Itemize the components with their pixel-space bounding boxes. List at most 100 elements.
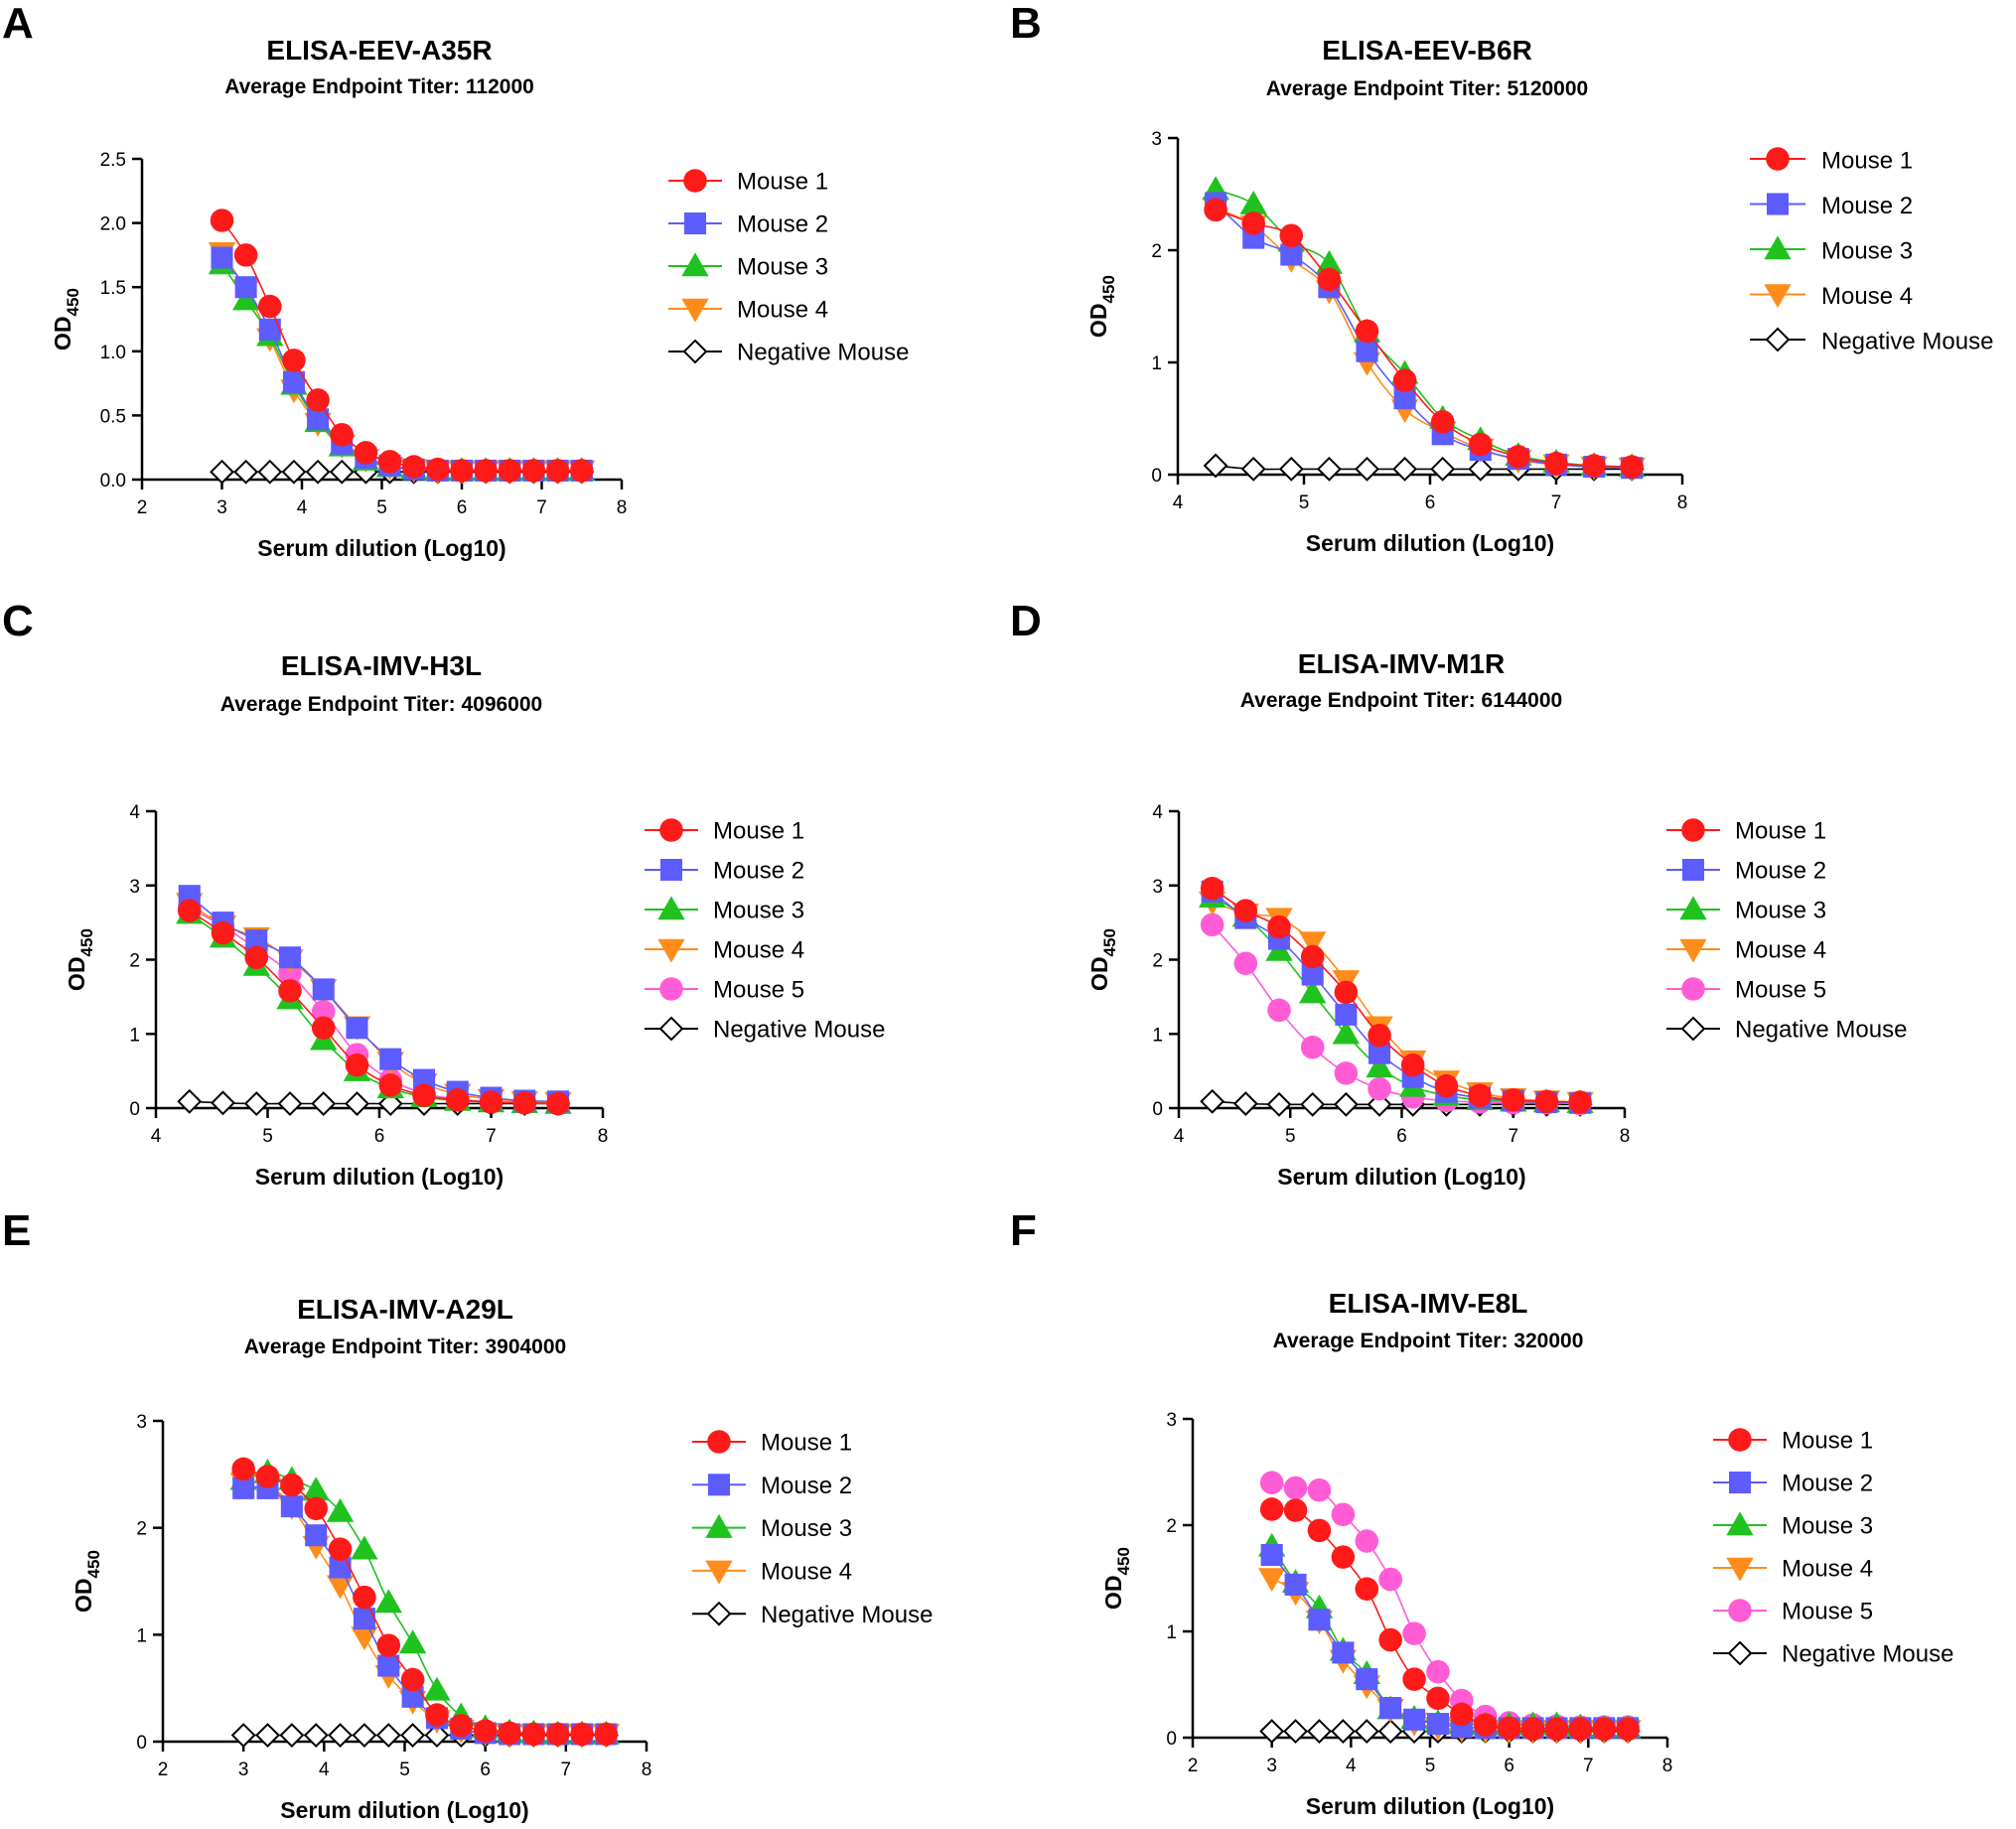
legend-item-mouse-5: Mouse 5 <box>1713 1599 1873 1625</box>
data-point <box>1501 1087 1525 1112</box>
legend-item-mouse-2: Mouse 2 <box>1666 857 1826 884</box>
data-point <box>211 1090 235 1116</box>
y-tick-label: 0 <box>136 1733 147 1754</box>
x-tick-label: 7 <box>536 497 547 518</box>
data-point <box>280 1473 304 1497</box>
series-mouse-1 <box>1204 198 1644 479</box>
legend-marker <box>683 169 707 193</box>
data-point <box>412 1083 436 1108</box>
data-point <box>328 1723 354 1748</box>
legend-marker <box>1764 235 1792 260</box>
legend-item-mouse-3: Mouse 3 <box>1713 1511 1873 1540</box>
data-point <box>1232 1091 1258 1116</box>
y-tick-label: 0 <box>1152 1099 1163 1120</box>
data-point <box>445 1087 470 1112</box>
data-point <box>474 459 498 483</box>
series-mouse-2 <box>211 246 593 482</box>
data-point <box>1620 455 1644 479</box>
legend-label: Mouse 2 <box>1782 1471 1873 1497</box>
y-axis-label: OD450 <box>50 288 82 351</box>
legend-label: Negative Mouse <box>713 1016 885 1043</box>
data-point <box>545 1722 570 1747</box>
y-tick-label: 3 <box>1151 129 1162 150</box>
data-point <box>1299 979 1327 1004</box>
legend-item-mouse-5: Mouse 5 <box>1666 976 1826 1003</box>
data-point <box>1392 368 1417 392</box>
data-point <box>282 370 305 393</box>
y-axis-label-subscript: 450 <box>77 928 96 956</box>
legend-item-mouse-3: Mouse 3 <box>692 1513 852 1542</box>
legend-marker <box>1681 858 1705 882</box>
legend-marker <box>1727 1640 1753 1666</box>
x-tick-label: 6 <box>457 497 468 518</box>
data-point <box>278 979 302 1003</box>
data-point <box>255 1465 280 1488</box>
legend-marker <box>1765 327 1791 352</box>
data-point <box>1332 1641 1355 1664</box>
y-axis-label: OD450 <box>71 1550 103 1613</box>
data-point <box>1355 1529 1379 1553</box>
data-point <box>377 450 402 474</box>
data-point <box>1450 1702 1474 1727</box>
legend-item-mouse-1: Mouse 1 <box>1750 147 1913 174</box>
chart-title: ELISA-EEV-A35R <box>266 35 492 66</box>
panel-letter: B <box>1010 0 1042 48</box>
data-point <box>328 1537 353 1561</box>
data-point <box>1233 899 1258 922</box>
series-line <box>1212 901 1581 1103</box>
series-line <box>1212 897 1581 1104</box>
legend-item-mouse-1: Mouse 1 <box>668 169 828 196</box>
y-tick-label: 4 <box>129 802 140 823</box>
series-mouse-5 <box>1200 913 1592 1116</box>
data-point <box>569 459 594 483</box>
legend-marker <box>705 1560 733 1585</box>
series-line <box>243 1481 607 1736</box>
legend-label: Mouse 1 <box>1735 817 1826 844</box>
legend-marker <box>657 938 685 963</box>
legend-label: Mouse 4 <box>737 297 828 324</box>
y-tick-label: 3 <box>1152 877 1163 898</box>
data-point <box>329 459 355 485</box>
data-point <box>1307 1518 1332 1543</box>
x-axis-label: Serum dilution (Log10) <box>257 535 505 561</box>
series-line <box>1271 1545 1629 1730</box>
panel-letter: A <box>2 0 34 48</box>
data-point <box>244 945 269 970</box>
data-point <box>1239 190 1267 214</box>
panel-d: D ELISA-IMV-M1R Average Endpoint Titer: 61… <box>1010 597 1907 1190</box>
x-tick-label: 8 <box>598 1126 609 1147</box>
legend-item-mouse-5: Mouse 5 <box>645 976 804 1003</box>
x-axis-label: Serum dilution (Log10) <box>280 1797 528 1823</box>
series-line <box>1271 1554 1629 1730</box>
legend-label: Mouse 4 <box>1735 936 1826 963</box>
data-point <box>346 1017 368 1040</box>
legend-item-mouse-2: Mouse 2 <box>668 211 828 238</box>
panel-f: F ELISA-IMV-E8L Average Endpoint Titer: 32… <box>1010 1206 1953 1819</box>
legend-marker <box>659 818 683 842</box>
x-tick-label: 4 <box>151 1126 162 1147</box>
data-point <box>425 1703 449 1727</box>
legend-item-mouse-1: Mouse 1 <box>1713 1428 1873 1455</box>
legend-label: Mouse 2 <box>713 857 804 884</box>
data-point <box>1307 1719 1332 1745</box>
data-point <box>1355 1577 1379 1601</box>
legend-marker <box>1766 147 1790 171</box>
data-point <box>230 1723 256 1748</box>
y-tick-label: 2 <box>129 951 140 972</box>
y-tick-label: 2 <box>1152 951 1163 972</box>
data-point <box>1368 1042 1391 1064</box>
x-tick-label: 8 <box>642 1759 652 1780</box>
data-point <box>232 1477 255 1499</box>
legend-label: Negative Mouse <box>1735 1016 1907 1043</box>
data-point <box>1402 1621 1426 1645</box>
data-point <box>1426 1686 1450 1711</box>
y-axis-label-subscript: 450 <box>1099 275 1118 303</box>
series-mouse-1 <box>1259 1497 1640 1742</box>
data-point <box>1300 944 1325 969</box>
data-point <box>1283 1476 1308 1500</box>
data-point <box>521 459 546 483</box>
legend-label: Mouse 4 <box>713 936 804 963</box>
series-mouse-1 <box>231 1457 619 1747</box>
data-point <box>1544 1717 1569 1742</box>
y-axis-label-main: OD <box>1085 303 1111 338</box>
